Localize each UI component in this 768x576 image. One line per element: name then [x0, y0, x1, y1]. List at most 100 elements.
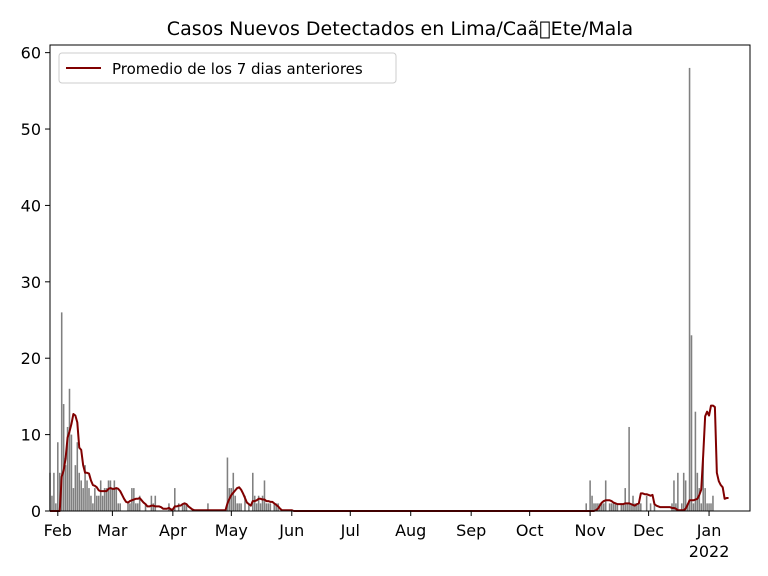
bar	[601, 503, 603, 511]
bar	[66, 426, 69, 511]
bar	[177, 503, 180, 511]
bar	[57, 442, 59, 511]
legend: Promedio de los 7 dias anteriores	[58, 52, 397, 84]
bar	[111, 488, 114, 511]
bar	[58, 472, 61, 511]
x-tick-label: Dec	[633, 521, 664, 540]
bar	[107, 480, 110, 511]
bar	[602, 503, 605, 511]
year-label: 2022	[689, 542, 730, 561]
bar	[154, 495, 157, 511]
bar	[612, 503, 615, 511]
bar	[649, 503, 652, 511]
bar	[673, 480, 675, 511]
bar	[97, 495, 100, 511]
axes-group: 0 10 20 30 40 50 60 Feb Mar Apr May Jun Jul Aug Sep Oct…	[21, 44, 751, 561]
bar	[96, 495, 98, 511]
bar	[129, 503, 131, 511]
bar	[238, 503, 240, 511]
bar	[690, 335, 693, 511]
bar	[692, 503, 695, 511]
bar	[610, 503, 613, 511]
bar	[55, 503, 57, 511]
bar	[53, 472, 55, 511]
bar	[230, 488, 233, 511]
bar	[645, 495, 648, 511]
bar	[174, 488, 176, 511]
bar	[144, 503, 147, 511]
bar	[109, 480, 112, 511]
bar	[236, 503, 238, 511]
y-tick-label: 20	[21, 349, 41, 368]
bar	[51, 495, 53, 511]
bar	[636, 503, 638, 511]
bar	[99, 480, 102, 511]
bar	[585, 503, 587, 511]
bar	[677, 472, 679, 511]
bar	[119, 503, 121, 511]
bar	[117, 503, 120, 511]
bar	[105, 488, 108, 511]
bar	[253, 495, 256, 511]
bar	[234, 495, 237, 511]
bar	[273, 503, 276, 511]
bar	[64, 465, 67, 511]
bar	[84, 465, 86, 511]
bar	[138, 495, 141, 511]
bar	[82, 488, 84, 511]
bar	[240, 503, 242, 511]
x-tick-label: Jun	[278, 521, 304, 540]
bar	[60, 312, 63, 511]
bar	[261, 495, 264, 511]
bar	[94, 488, 96, 511]
bar	[595, 503, 597, 511]
bar	[593, 503, 595, 511]
bar	[706, 503, 708, 511]
bar	[152, 503, 155, 511]
bar	[694, 411, 697, 511]
bar	[626, 503, 628, 511]
bar	[708, 503, 710, 511]
bar	[269, 503, 272, 511]
bar	[624, 488, 626, 511]
bars-group	[49, 67, 714, 511]
bar	[712, 495, 714, 511]
bar	[632, 495, 634, 511]
bar	[150, 495, 153, 511]
bar	[688, 67, 691, 511]
bar	[265, 503, 268, 511]
bar	[185, 503, 188, 511]
moving-average-line	[50, 404, 729, 512]
bar	[76, 442, 79, 511]
bar	[675, 503, 677, 511]
bar	[92, 503, 94, 511]
bar	[248, 503, 250, 511]
bar	[682, 472, 685, 511]
x-tick-label: Aug	[395, 521, 426, 540]
bar	[78, 472, 81, 511]
bar	[710, 503, 712, 511]
bar	[252, 472, 254, 511]
bar	[616, 503, 619, 511]
x-tick-label: Jul	[340, 521, 360, 540]
y-tick-label: 50	[21, 120, 41, 139]
bar	[207, 503, 209, 511]
bar	[698, 488, 701, 511]
bar	[101, 495, 104, 511]
y-tick-label: 40	[21, 196, 41, 215]
x-tick-label: Jan	[696, 521, 722, 540]
y-tick-label: 30	[21, 273, 41, 292]
bar	[181, 503, 184, 511]
x-tick-label: Mar	[97, 521, 128, 540]
bar	[90, 495, 92, 511]
bar	[704, 488, 706, 511]
bar	[684, 480, 687, 511]
bar	[255, 503, 258, 511]
bar	[686, 503, 689, 511]
bar	[244, 495, 246, 511]
x-tick-label: Nov	[574, 521, 605, 540]
bar	[634, 503, 636, 511]
bar	[591, 495, 593, 511]
x-tick-label: May	[215, 521, 248, 540]
